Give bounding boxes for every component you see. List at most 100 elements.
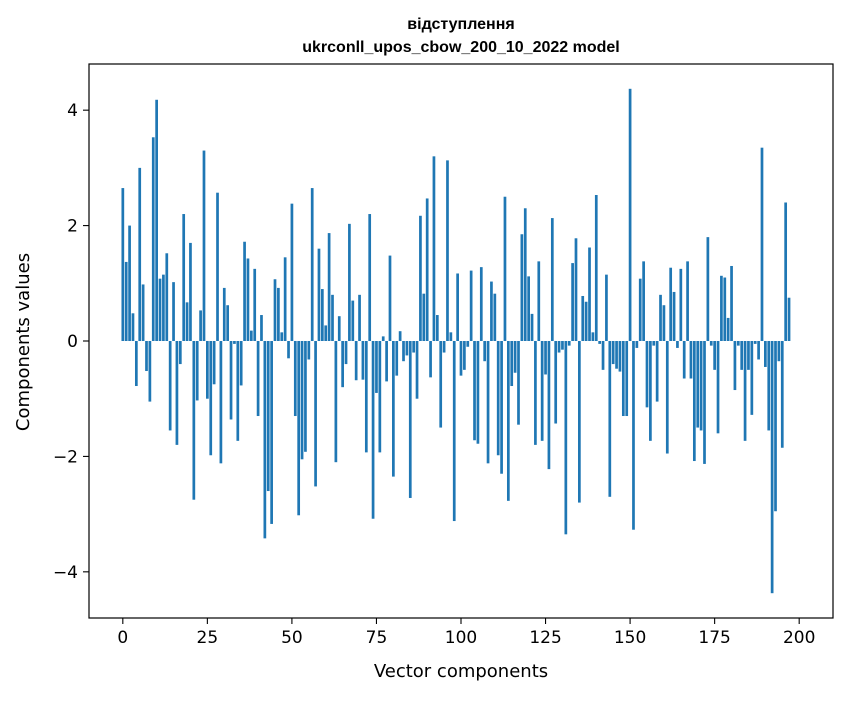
bar bbox=[402, 341, 405, 362]
bar bbox=[736, 341, 740, 346]
bar bbox=[192, 341, 196, 500]
bar bbox=[621, 341, 625, 417]
bar bbox=[581, 295, 585, 341]
bar bbox=[578, 341, 581, 503]
bar bbox=[219, 341, 223, 464]
bar bbox=[615, 341, 618, 369]
bar bbox=[730, 265, 733, 341]
bar bbox=[642, 261, 645, 341]
bar bbox=[699, 341, 703, 431]
bar bbox=[324, 325, 328, 341]
bar bbox=[236, 341, 240, 441]
bar bbox=[696, 341, 700, 428]
bar bbox=[490, 281, 493, 341]
bar bbox=[466, 341, 470, 347]
bar bbox=[320, 289, 324, 341]
bar bbox=[392, 341, 395, 477]
bar bbox=[199, 310, 202, 341]
bar bbox=[429, 341, 432, 378]
bar bbox=[422, 293, 426, 341]
bar bbox=[195, 341, 199, 401]
bar bbox=[564, 341, 568, 535]
bar bbox=[662, 305, 666, 341]
x-tick-label: 200 bbox=[783, 628, 815, 648]
bar bbox=[239, 341, 243, 386]
bar bbox=[483, 341, 487, 362]
bar bbox=[304, 341, 307, 452]
bar bbox=[672, 291, 676, 341]
bar bbox=[124, 261, 128, 341]
bar bbox=[439, 341, 443, 428]
bar bbox=[202, 150, 206, 341]
bar bbox=[496, 341, 500, 456]
bar bbox=[253, 268, 257, 341]
bar bbox=[740, 341, 744, 370]
x-tick-label: 175 bbox=[698, 628, 730, 648]
bar bbox=[206, 341, 209, 399]
bar bbox=[645, 341, 649, 408]
bar bbox=[720, 275, 723, 341]
x-axis-label: Vector components bbox=[374, 661, 548, 682]
bar bbox=[134, 341, 138, 387]
bar bbox=[344, 341, 348, 365]
bar bbox=[571, 263, 574, 341]
bar bbox=[388, 255, 392, 341]
bar bbox=[348, 223, 351, 341]
bar bbox=[780, 341, 784, 448]
bar bbox=[669, 267, 673, 341]
bar bbox=[635, 341, 639, 348]
bar bbox=[557, 341, 561, 353]
bar bbox=[510, 341, 514, 387]
chart-subtitle: ukrconll_upos_cbow_200_10_2022 model bbox=[302, 39, 619, 56]
x-axis-ticks: 0 25 50 75 100 125 150 175 200 bbox=[117, 618, 815, 648]
x-tick-label: 150 bbox=[614, 628, 646, 648]
bar bbox=[777, 341, 781, 362]
bar bbox=[371, 341, 375, 519]
bar bbox=[385, 341, 388, 382]
bar bbox=[547, 341, 551, 470]
bar bbox=[638, 278, 642, 341]
bar bbox=[446, 160, 449, 341]
bar bbox=[713, 341, 716, 370]
bar bbox=[222, 287, 226, 341]
bar bbox=[601, 341, 605, 370]
bar bbox=[733, 341, 737, 391]
bar bbox=[469, 270, 473, 341]
bar bbox=[747, 341, 750, 370]
bar bbox=[628, 88, 632, 341]
bar bbox=[787, 297, 791, 341]
x-tick-label: 125 bbox=[529, 628, 561, 648]
bar bbox=[327, 233, 331, 341]
bar bbox=[767, 341, 771, 431]
bar bbox=[165, 253, 169, 341]
bar bbox=[449, 332, 453, 341]
bar bbox=[419, 215, 422, 341]
bar bbox=[567, 341, 571, 346]
bar bbox=[513, 341, 517, 373]
bar bbox=[178, 341, 182, 365]
bar bbox=[246, 258, 250, 341]
bar bbox=[743, 341, 747, 441]
y-tick-label: 0 bbox=[67, 332, 78, 352]
bar bbox=[151, 137, 155, 341]
bar bbox=[706, 237, 710, 342]
bar bbox=[540, 341, 544, 441]
y-tick-label: −2 bbox=[53, 447, 78, 467]
bar bbox=[750, 341, 754, 415]
bar bbox=[530, 313, 534, 341]
bar bbox=[425, 198, 429, 341]
bar bbox=[337, 316, 341, 341]
bar bbox=[398, 331, 402, 341]
bar bbox=[263, 341, 267, 539]
bar bbox=[293, 341, 297, 417]
bar bbox=[249, 330, 253, 341]
bar bbox=[226, 305, 230, 341]
bar bbox=[256, 341, 260, 417]
bar bbox=[493, 293, 497, 341]
bar bbox=[537, 261, 541, 341]
y-tick-label: 4 bbox=[67, 101, 78, 121]
bar bbox=[608, 341, 612, 497]
bar bbox=[168, 341, 172, 431]
bar bbox=[479, 267, 483, 341]
